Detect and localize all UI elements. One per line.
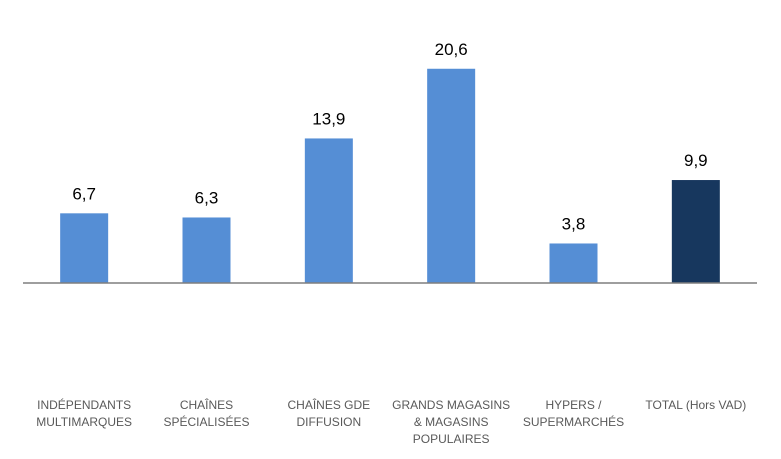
bar	[60, 213, 109, 283]
value-label: 3,8	[562, 214, 586, 233]
bar	[549, 243, 598, 283]
value-label: 13,9	[312, 109, 345, 128]
bar	[304, 138, 353, 283]
category-label: HYPERS / SUPERMARCHÉS	[522, 398, 625, 429]
category-label: CHAÎNES SPÉCIALISÉES	[163, 398, 250, 429]
category-label: TOTAL (Hors VAD)	[645, 398, 747, 412]
bar	[182, 217, 231, 283]
category-label: CHAÎNES GDE DIFFUSION	[287, 398, 371, 429]
value-label: 6,7	[72, 184, 96, 203]
value-label: 9,9	[684, 151, 708, 170]
bar	[671, 180, 720, 283]
category-label: GRANDS MAGASINS & MAGASINS POPULAIRES	[392, 398, 511, 446]
bar	[427, 68, 476, 283]
category-label: INDÉPENDANTS MULTIMARQUES	[36, 398, 133, 429]
value-label: 20,6	[435, 40, 468, 59]
value-label: 6,3	[195, 188, 219, 207]
